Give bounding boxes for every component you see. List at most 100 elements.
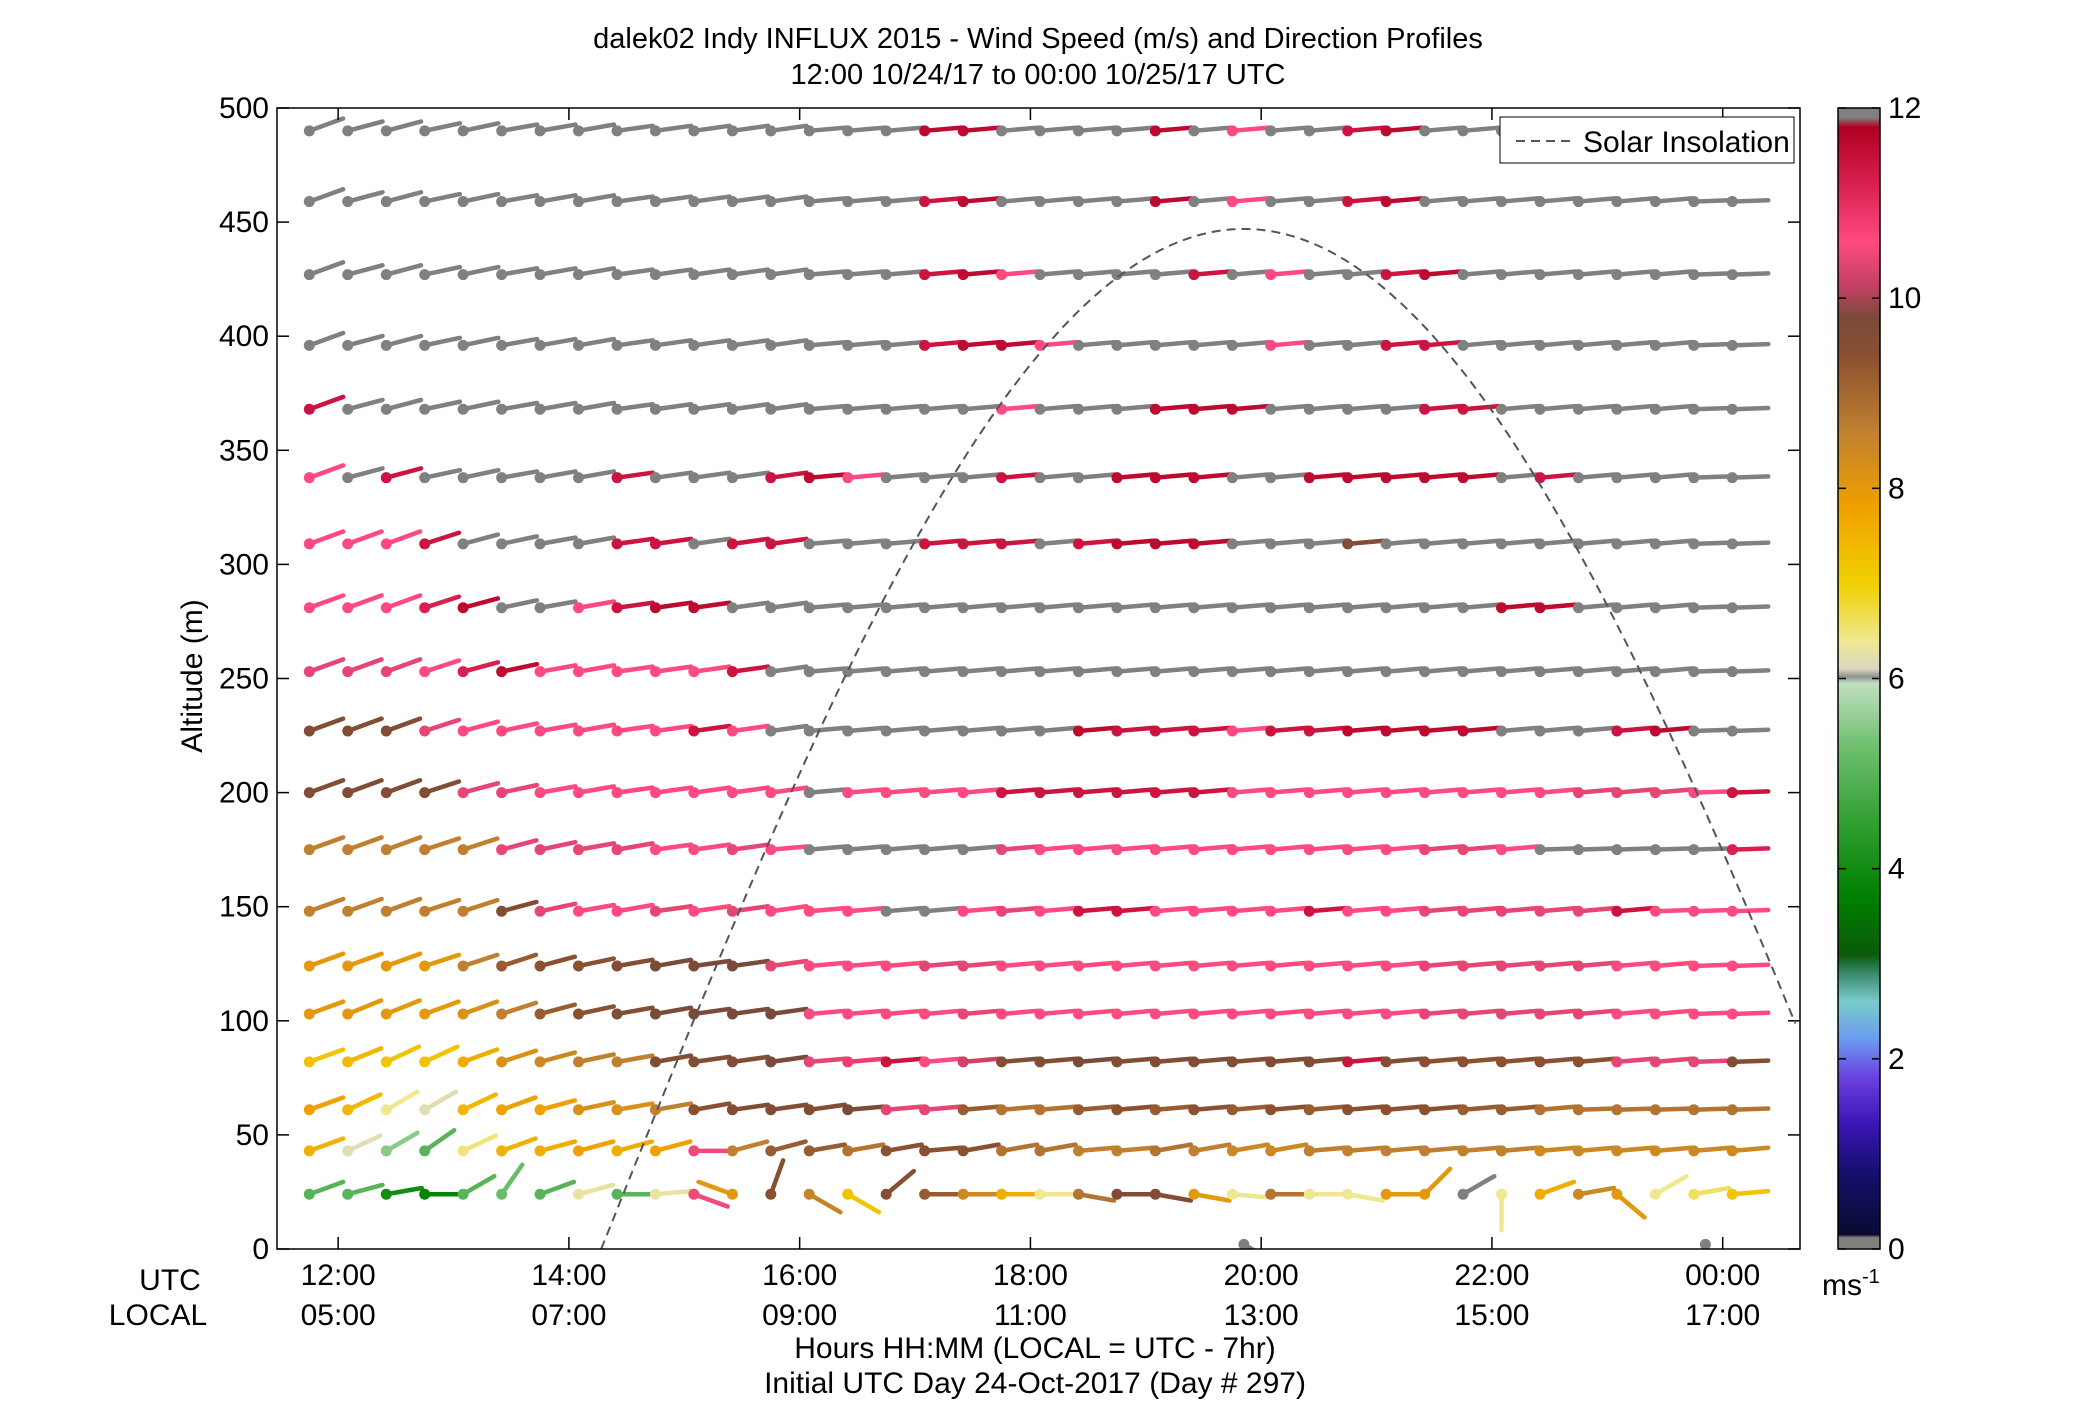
wind-barb-dot (803, 725, 815, 737)
legend-box (1499, 116, 1795, 164)
wind-barb (883, 472, 925, 480)
wind-barb-dot (996, 269, 1008, 281)
wind-barb (499, 838, 539, 852)
wind-barb (1460, 905, 1502, 914)
wind-barb (1653, 269, 1694, 277)
x-tick-label-utc: 22:00 (1454, 1259, 1529, 1292)
wind-barb (691, 1006, 732, 1017)
wind-barb (1153, 1056, 1194, 1065)
wind-barb (1076, 1145, 1117, 1154)
wind-barb (999, 1104, 1040, 1113)
wind-barb-dot (303, 725, 315, 737)
wind-barb (1537, 787, 1579, 795)
wind-barb (384, 778, 423, 795)
wind-barb-dot (1265, 196, 1277, 208)
wind-barb-dot (1726, 725, 1738, 737)
wind-barb (422, 836, 462, 852)
wind-barb (1037, 666, 1079, 674)
wind-barb (1691, 540, 1733, 547)
wind-barb-dot (496, 602, 508, 614)
wind-barb (1230, 1008, 1271, 1017)
wind-barb-dot (880, 472, 892, 484)
wind-barb-dot (842, 725, 854, 737)
wind-barb (1653, 846, 1694, 852)
wind-barb (499, 899, 539, 914)
wind-barb (768, 1054, 809, 1065)
wind-barb-dot (765, 960, 777, 972)
wind-barb (1460, 125, 1502, 134)
wind-barb-dot (996, 1145, 1008, 1157)
wind-barb-dot (803, 269, 815, 281)
wind-barb (1153, 844, 1194, 852)
wind-barb (922, 472, 963, 480)
wind-barb (1153, 960, 1194, 969)
wind-barb-dot (1496, 960, 1508, 972)
wind-barb (922, 403, 963, 412)
wind-barb (1576, 339, 1617, 348)
wind-barb (960, 403, 1002, 412)
wind-barb (1345, 1056, 1386, 1065)
wind-barb (614, 841, 655, 852)
wind-barb-dot (880, 666, 892, 678)
wind-barb-dot (303, 844, 315, 856)
wind-barb-dot (1265, 538, 1277, 550)
wind-barb-dot (572, 472, 584, 484)
wind-barb (307, 951, 346, 969)
wind-barb (1614, 602, 1656, 611)
wind-barb (345, 263, 385, 277)
wind-barb (1268, 844, 1309, 852)
wind-barb (460, 191, 501, 204)
wind-barb-dot (1265, 1104, 1277, 1116)
wind-barb (691, 194, 732, 204)
wind-barb (768, 1139, 808, 1154)
wind-barb (345, 998, 384, 1017)
wind-barb (1499, 269, 1540, 277)
wind-barb (307, 593, 346, 611)
wind-barb (614, 1005, 655, 1017)
wind-barb-dot (419, 339, 431, 351)
wind-barb-dot (1611, 1145, 1623, 1157)
wind-barb (1460, 1145, 1502, 1154)
wind-barb (1460, 666, 1502, 674)
wind-barb (1345, 1008, 1386, 1017)
wind-barb-dot (611, 339, 623, 351)
wind-barb-dot (1534, 666, 1546, 678)
y-tick-label: 450 (219, 206, 269, 239)
wind-barb-dot (380, 269, 392, 281)
wind-barb-dot (1649, 1008, 1661, 1020)
wind-barb (960, 1104, 1002, 1113)
wind-barb (1076, 666, 1117, 674)
wind-barb-dot (1034, 472, 1046, 484)
wind-barb (960, 538, 1002, 547)
wind-barb (768, 723, 809, 734)
wind-barb (1076, 403, 1117, 412)
wind-barb (806, 666, 848, 674)
wind-barb (307, 1179, 346, 1197)
wind-barb-dot (688, 787, 700, 799)
wind-barb-dot (1342, 725, 1354, 737)
wind-barb-dot (919, 472, 931, 484)
wind-barb-dot (1419, 339, 1431, 351)
wind-barb (1383, 1008, 1425, 1017)
wind-barb (960, 1142, 1001, 1154)
wind-barb-dot (380, 725, 392, 737)
wind-barb (653, 723, 694, 734)
wind-barb (499, 336, 540, 348)
wind-barb (1307, 269, 1348, 277)
wind-barb (1383, 1056, 1425, 1065)
colorbar: 0 2 4 6 8 10 12 ms-1 (1822, 92, 1921, 1302)
wind-barb (576, 1182, 616, 1197)
wind-barb-dot (1688, 960, 1700, 972)
wind-barb (1460, 472, 1502, 480)
wind-barb (806, 339, 848, 348)
wind-barb (1191, 269, 1233, 277)
wind-barb (1037, 602, 1079, 611)
wind-barb (1730, 405, 1771, 412)
wind-barb (1422, 787, 1463, 795)
x-tick-label-local: 15:00 (1454, 1299, 1529, 1332)
x-axis-label: Hours HH:MM (LOCAL = UTC - 7hr) (794, 1332, 1275, 1365)
wind-barb-dot (1688, 844, 1700, 856)
wind-barb (1653, 339, 1694, 348)
wind-barb (1268, 1104, 1309, 1113)
wind-barb (922, 602, 963, 611)
